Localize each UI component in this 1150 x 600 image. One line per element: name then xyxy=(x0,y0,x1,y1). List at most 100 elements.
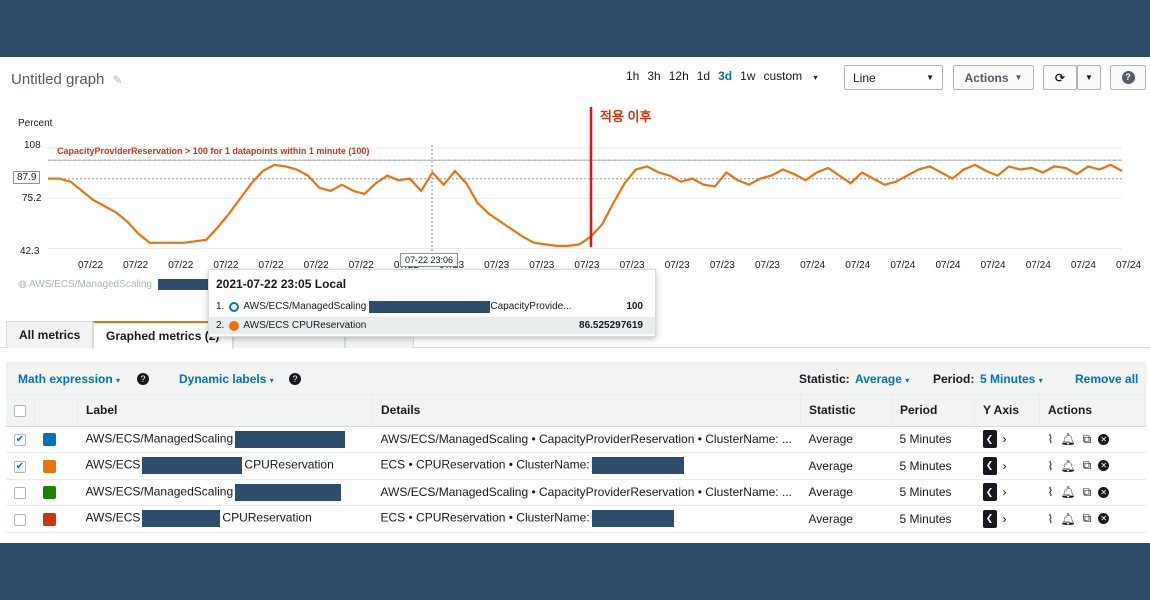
line-chart[interactable] xyxy=(0,57,1150,317)
row-checkbox[interactable]: ✔ xyxy=(14,460,26,473)
statistic-dropdown[interactable]: Average ▾ xyxy=(855,372,910,386)
row-label-suffix: CPUReservation xyxy=(244,457,334,472)
remove-icon[interactable]: ✕ xyxy=(1098,513,1110,525)
range-3h[interactable]: 3h xyxy=(647,69,661,83)
y-axis-left-button[interactable]: ❮ xyxy=(982,483,997,502)
dynamic-labels-dropdown[interactable]: Dynamic labels ▾ xyxy=(179,372,274,386)
y-axis-right-button[interactable]: › xyxy=(1002,458,1007,473)
row-period-cell[interactable]: 5 Minutes xyxy=(891,479,975,506)
refresh-options-button[interactable]: ▼ xyxy=(1077,65,1101,90)
table-row[interactable]: ✔ AWS/ECS/ManagedScaling AWS/ECS/ManagedSc… xyxy=(6,426,1146,453)
column-header-period[interactable]: Period xyxy=(891,395,975,427)
row-statistic-cell[interactable]: Average xyxy=(800,426,892,453)
graph-icon[interactable]: ⌇ xyxy=(1047,458,1054,473)
legend-item[interactable]: ◍ AWS/ECS/ManagedScaling xyxy=(18,279,214,290)
pencil-icon[interactable]: ✎ xyxy=(112,73,123,87)
row-label-cell[interactable]: AWS/ECS CPUReservation xyxy=(77,452,373,480)
range-3d[interactable]: 3d xyxy=(718,69,733,83)
range-12h[interactable]: 12h xyxy=(668,69,689,83)
tab-all-metrics[interactable]: All metrics xyxy=(6,321,94,348)
help-icon[interactable]: ? xyxy=(289,373,301,385)
remove-icon[interactable]: ✕ xyxy=(1098,460,1110,472)
table-row[interactable]: AWS/ECS/ManagedScaling AWS/ECS/ManagedSca… xyxy=(6,479,1146,506)
table-row[interactable]: AWS/ECS CPUReservation ECS • CPUReservatio… xyxy=(6,505,1146,533)
remove-all-button[interactable]: Remove all xyxy=(1075,372,1139,386)
series-circle-icon xyxy=(229,301,240,312)
redacted-block xyxy=(158,279,214,290)
row-details-cell[interactable]: ECS • CPUReservation • ClusterName: xyxy=(372,452,801,480)
y-axis-left-button[interactable]: ❮ xyxy=(982,456,997,475)
range-1h[interactable]: 1h xyxy=(626,69,640,83)
color-swatch[interactable] xyxy=(42,433,56,447)
redacted-block xyxy=(235,483,342,501)
row-label-cell[interactable]: AWS/ECS CPUReservation xyxy=(77,505,373,533)
y-axis-left-button[interactable]: ❮ xyxy=(982,430,997,449)
math-expression-dropdown[interactable]: Math expression ▾ xyxy=(18,372,121,386)
bell-icon[interactable]: 🔔︎ xyxy=(1060,458,1076,473)
row-label-cell[interactable]: AWS/ECS/ManagedScaling xyxy=(77,479,373,506)
column-header-y-axis[interactable]: Y Axis xyxy=(974,395,1040,427)
bell-icon[interactable]: 🔔︎ xyxy=(1060,432,1076,447)
row-checkbox[interactable] xyxy=(14,513,26,526)
refresh-button[interactable]: ⟳ xyxy=(1043,65,1077,90)
row-statistic-cell[interactable]: Average xyxy=(800,479,892,506)
select-all-cell xyxy=(6,395,35,427)
color-swatch[interactable] xyxy=(42,459,56,473)
color-swatch[interactable] xyxy=(42,486,56,500)
column-header-label[interactable]: Label xyxy=(77,395,373,427)
row-label-cell[interactable]: AWS/ECS/ManagedScaling xyxy=(77,426,373,453)
row-period-cell[interactable]: 5 Minutes xyxy=(891,452,975,480)
range-1d[interactable]: 1d xyxy=(696,69,711,83)
legend-circle-icon: ◍ xyxy=(18,279,27,291)
row-details-cell[interactable]: AWS/ECS/ManagedScaling • CapacityProvide… xyxy=(372,479,801,506)
graph-title[interactable]: Untitled graph ✎ xyxy=(11,71,122,88)
row-checkbox[interactable]: ✔ xyxy=(14,434,26,447)
y-axis-right-button[interactable]: › xyxy=(1002,485,1007,500)
remove-icon[interactable]: ✕ xyxy=(1098,433,1110,445)
row-details-cell[interactable]: ECS • CPUReservation • ClusterName: xyxy=(372,505,801,533)
graph-icon[interactable]: ⌇ xyxy=(1047,432,1054,447)
row-statistic-cell[interactable]: Average xyxy=(800,452,892,480)
y-axis-right-button[interactable]: › xyxy=(1002,432,1007,447)
range-1w[interactable]: 1w xyxy=(740,69,756,83)
y-axis-right-button[interactable]: › xyxy=(1002,511,1007,526)
table-row[interactable]: ✔ AWS/ECS CPUReservation ECS • CPUReservati… xyxy=(6,452,1146,480)
color-swatch[interactable] xyxy=(42,512,56,526)
duplicate-icon[interactable]: ⧉ xyxy=(1082,431,1092,446)
row-label-suffix: CPUReservation xyxy=(222,510,312,525)
duplicate-icon[interactable]: ⧉ xyxy=(1082,458,1092,473)
column-header-details[interactable]: Details xyxy=(372,395,801,427)
x-tick-label: 07/23 xyxy=(529,260,555,271)
row-period-cell[interactable]: 5 Minutes xyxy=(891,426,975,453)
graph-icon[interactable]: ⌇ xyxy=(1047,511,1054,526)
duplicate-icon[interactable]: ⧉ xyxy=(1082,511,1092,526)
row-statistic-cell[interactable]: Average xyxy=(800,505,892,533)
row-statistic-text: Average xyxy=(808,511,853,526)
graph-icon[interactable]: ⌇ xyxy=(1047,485,1054,500)
tooltip-row-index: 2. xyxy=(216,320,225,331)
x-tick-label: 07/22 xyxy=(213,260,239,271)
y-axis-left-button[interactable]: ❮ xyxy=(982,509,997,528)
bell-icon[interactable]: 🔔︎ xyxy=(1060,511,1076,526)
row-period-cell[interactable]: 5 Minutes xyxy=(891,505,975,533)
row-period-text: 5 Minutes xyxy=(899,485,952,500)
row-period-text: 5 Minutes xyxy=(899,458,952,473)
help-button[interactable]: ? xyxy=(1110,65,1146,90)
row-checkbox[interactable] xyxy=(14,487,26,500)
row-actions-cell: ⌇ 🔔︎ ⧉ ✕ xyxy=(1039,505,1146,533)
bell-icon[interactable]: 🔔︎ xyxy=(1060,485,1076,500)
range-custom[interactable]: custom ▾ xyxy=(763,69,818,83)
series-dot-icon xyxy=(229,320,240,331)
row-details-cell[interactable]: AWS/ECS/ManagedScaling • CapacityProvide… xyxy=(372,426,801,453)
chevron-down-icon: ▼ xyxy=(926,73,934,82)
metrics-controls-bar: Math expression ▾ ? Dynamic labels ▾ ? S… xyxy=(6,362,1146,395)
help-icon[interactable]: ? xyxy=(137,373,149,385)
chart-type-select[interactable]: Line ▼ xyxy=(844,65,943,90)
duplicate-icon[interactable]: ⧉ xyxy=(1082,484,1092,499)
remove-icon[interactable]: ✕ xyxy=(1098,486,1110,498)
select-all-checkbox[interactable] xyxy=(14,405,26,418)
column-header-statistic[interactable]: Statistic xyxy=(800,395,892,427)
actions-button[interactable]: Actions ▼ xyxy=(953,65,1034,90)
redacted-block xyxy=(369,300,491,313)
period-dropdown[interactable]: 5 Minutes ▾ xyxy=(980,372,1043,386)
